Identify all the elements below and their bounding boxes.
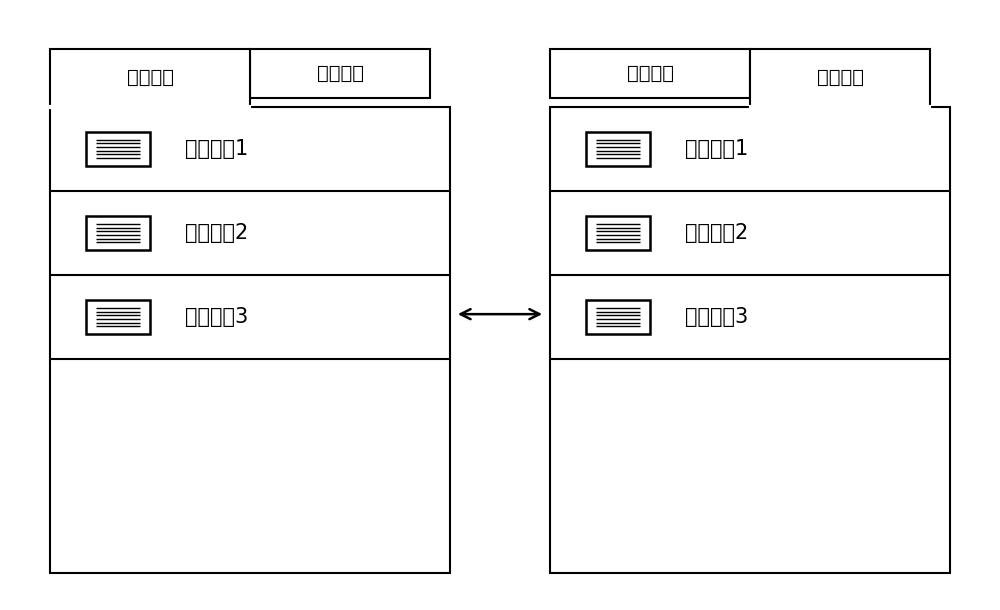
Text: 本地存储: 本地存储 [127, 68, 174, 87]
Bar [586, 300, 650, 334]
Text: 网络文件3: 网络文件3 [685, 307, 748, 327]
Text: 网络存储: 网络存储 [816, 68, 864, 87]
Bar [86, 300, 150, 334]
Text: 本地文件1: 本地文件1 [185, 139, 248, 159]
Text: 网络文件2: 网络文件2 [685, 223, 748, 243]
Bar [550, 107, 950, 573]
Bar [86, 216, 150, 250]
Text: 本地文件2: 本地文件2 [185, 223, 248, 243]
Text: 本地文件3: 本地文件3 [185, 307, 248, 327]
Bar [86, 132, 150, 166]
Bar [50, 107, 450, 573]
Bar [550, 49, 750, 98]
Bar [250, 49, 430, 98]
Text: 本地存储: 本地存储 [626, 63, 674, 83]
Bar [586, 132, 650, 166]
Bar [586, 216, 650, 250]
Text: 网络存储: 网络存储 [316, 63, 364, 83]
Bar [750, 49, 930, 107]
Bar [50, 49, 250, 107]
Text: 网络文件1: 网络文件1 [685, 139, 748, 159]
